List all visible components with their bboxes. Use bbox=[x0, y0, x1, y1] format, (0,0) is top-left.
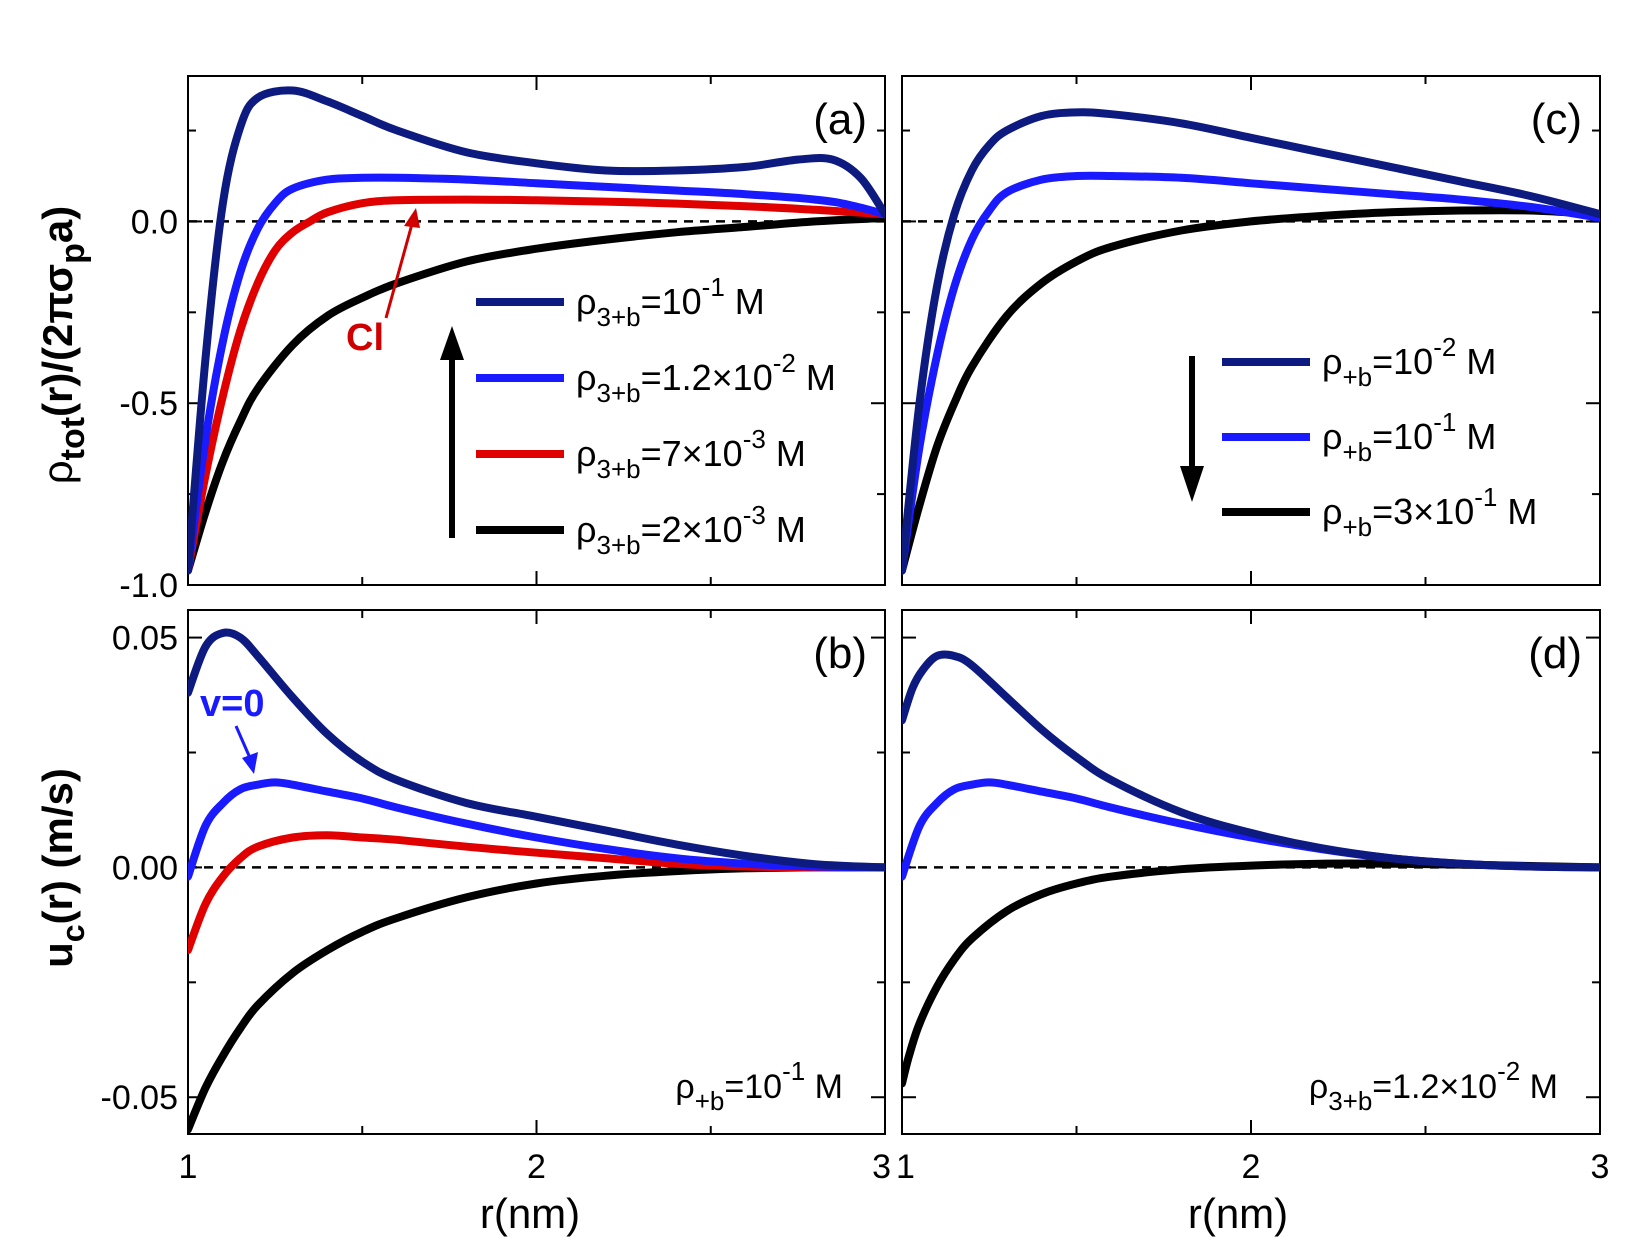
series-line bbox=[902, 171, 1600, 575]
y-tick-label: 0.05 bbox=[112, 620, 178, 658]
series-line bbox=[902, 108, 1600, 575]
annotation-arrow-head bbox=[404, 208, 420, 228]
annotation-arrow bbox=[234, 725, 252, 759]
series-line bbox=[902, 859, 1600, 1088]
series-line bbox=[188, 173, 885, 575]
series-line bbox=[902, 650, 1600, 872]
legend-entry: ρ+b=10-1 M bbox=[1322, 407, 1496, 467]
series-line bbox=[188, 86, 885, 575]
x-axis-title-right: r(nm) bbox=[1188, 1190, 1288, 1237]
legend-entry: ρ3+b=7×10-3 M bbox=[576, 424, 806, 484]
plot-frame bbox=[901, 609, 1601, 1135]
trend-arrow-head bbox=[1180, 466, 1204, 502]
condition-note: ρ3+b=1.2×10-2 M bbox=[1309, 1056, 1558, 1116]
panel-c: (c) ρ+b=10-2 M ρ+b=10-1 M ρ+b=3×10-1 M bbox=[901, 75, 1601, 586]
annotation-arrow bbox=[384, 223, 414, 319]
legend-entry: ρ3+b=2×10-3 M bbox=[576, 500, 806, 560]
x-tick-label: 2 bbox=[527, 1148, 546, 1186]
series-line bbox=[188, 831, 885, 955]
series-line bbox=[902, 206, 1600, 575]
x-tick-label: 3 bbox=[1591, 1148, 1610, 1186]
panel-d: 1 2 3 (d) ρ3+b=1.2×10-2 M bbox=[896, 609, 1610, 1186]
y-tick-label: 0.00 bbox=[112, 849, 178, 887]
x-tick-label: 1 bbox=[896, 1148, 915, 1186]
top-y-axis-title: ρtot(r)/(2πσpa) bbox=[34, 206, 92, 485]
legend: ρ+b=10-2 M ρ+b=10-1 M ρ+b=3×10-1 M bbox=[1180, 332, 1537, 542]
y-tick-label: -0.05 bbox=[101, 1079, 179, 1117]
trend-arrow-head bbox=[440, 326, 464, 360]
x-axis-title-left: r(nm) bbox=[480, 1190, 580, 1237]
panels: -1.0 -0.5 0.0 (a) ρ3+b=10-1 M ρ3+b=1.2×10-2 M… bbox=[101, 75, 1610, 1186]
plot-frame bbox=[187, 609, 886, 1135]
annotation-v0: v=0 bbox=[200, 683, 264, 725]
y-tick-label: 0.0 bbox=[131, 203, 178, 241]
annotation-arrow-head bbox=[242, 752, 258, 774]
legend: ρ3+b=10-1 M ρ3+b=1.2×10-2 M ρ3+b=7×10-3 M ρ… bbox=[440, 272, 836, 560]
bottom-y-axis-title: uc(r) (m/s) bbox=[34, 768, 91, 968]
series-line bbox=[188, 195, 885, 575]
x-tick-label: 1 bbox=[179, 1148, 198, 1186]
y-tick-label: -0.5 bbox=[119, 385, 178, 423]
legend-entry: ρ+b=10-2 M bbox=[1322, 332, 1496, 392]
x-tick-label: 2 bbox=[1242, 1148, 1261, 1186]
y-tick-label: -1.0 bbox=[119, 567, 178, 605]
series-line bbox=[188, 628, 885, 872]
panel-a: -1.0 -0.5 0.0 (a) ρ3+b=10-1 M ρ3+b=1.2×10-2 M… bbox=[119, 75, 886, 605]
condition-note: ρ+b=10-1 M bbox=[675, 1056, 843, 1116]
panel-label: (a) bbox=[813, 95, 867, 144]
panel-label: (c) bbox=[1531, 95, 1582, 144]
x-tick-label: 3 bbox=[872, 1148, 891, 1186]
series-line bbox=[188, 778, 885, 881]
panel-label: (d) bbox=[1528, 629, 1582, 678]
panel-b: 1 2 3 -0.05 0.00 0.05 (b) ρ+b=10-1 M v=0 bbox=[101, 609, 891, 1186]
legend-entry: ρ+b=3×10-1 M bbox=[1322, 482, 1537, 542]
legend-entry: ρ3+b=10-1 M bbox=[576, 272, 765, 332]
legend-entry: ρ3+b=1.2×10-2 M bbox=[576, 348, 836, 408]
annotation-cl: Cl bbox=[346, 317, 384, 359]
panel-label: (b) bbox=[813, 629, 867, 678]
